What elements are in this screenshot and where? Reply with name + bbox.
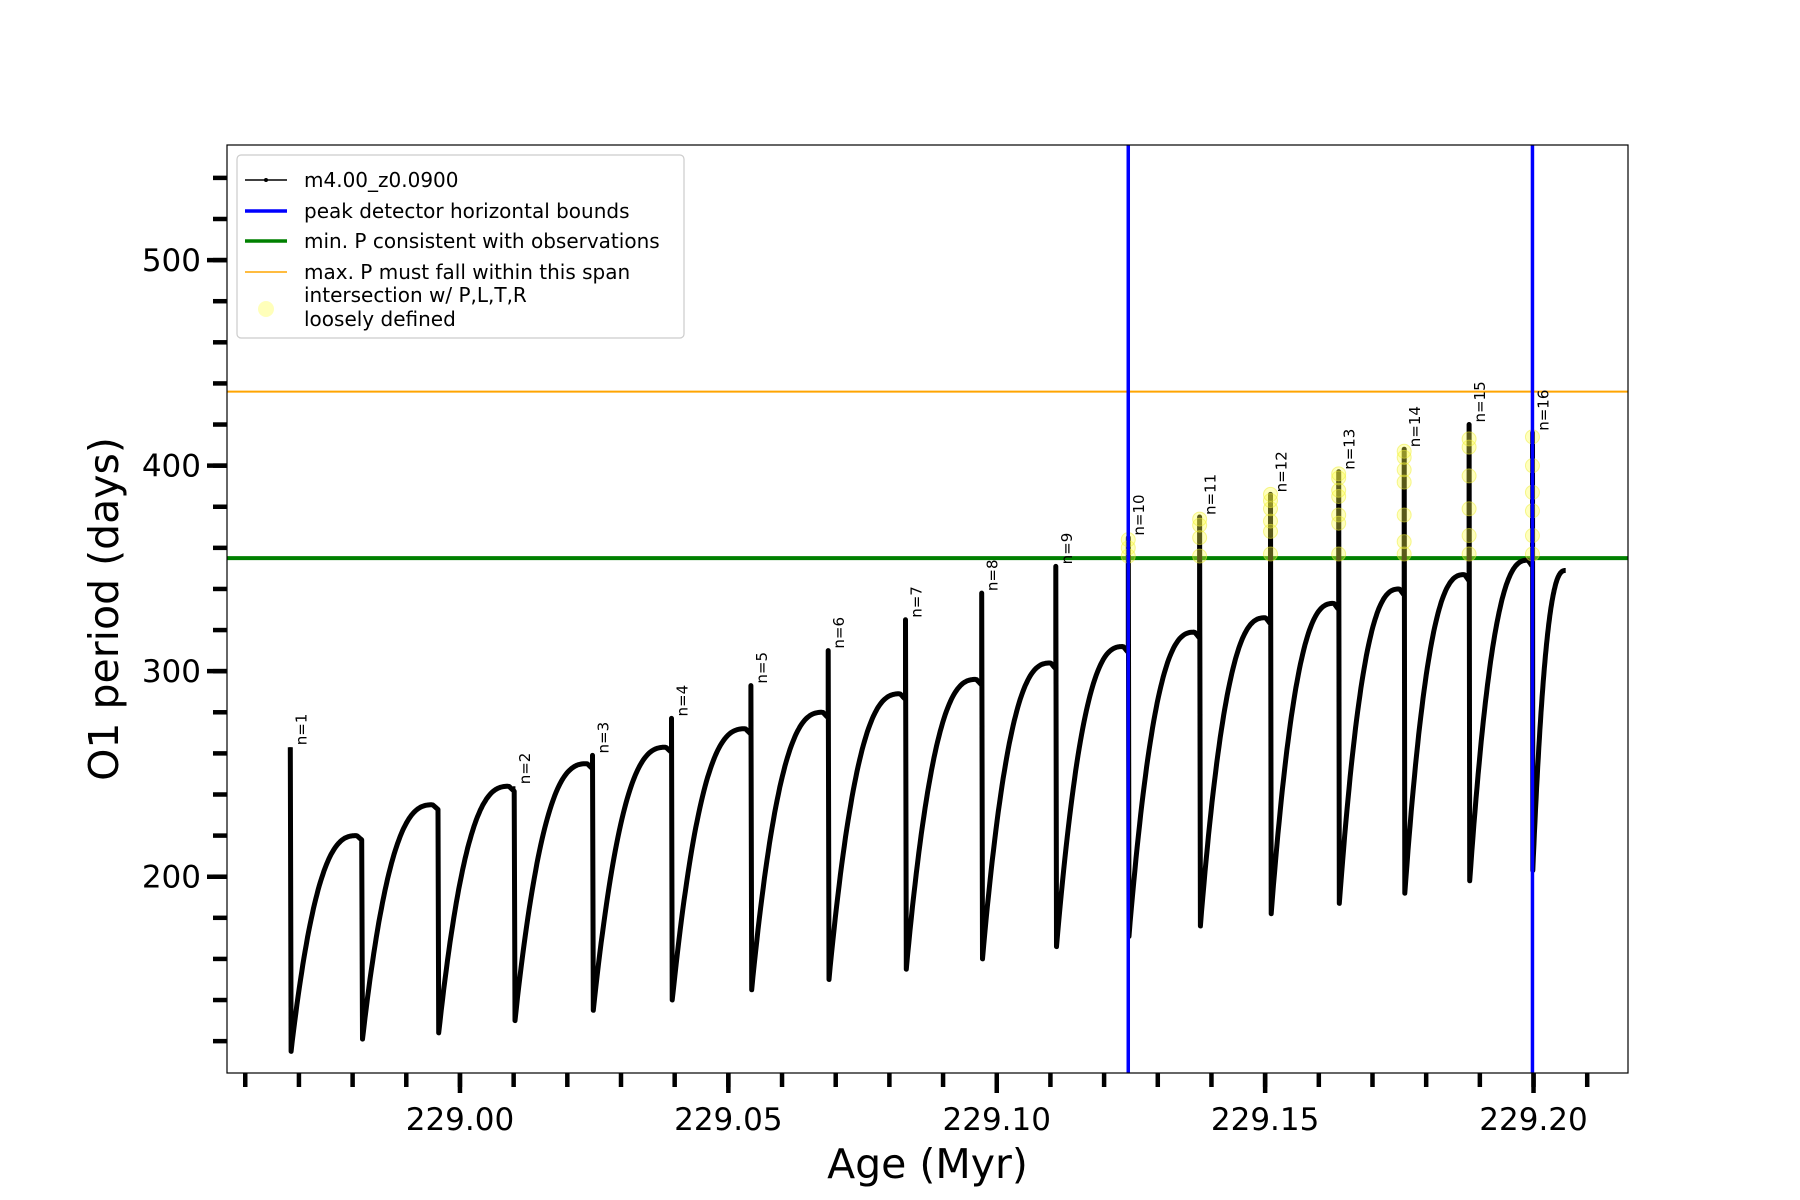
intersection-marker	[1396, 443, 1412, 459]
peak-label: n=9	[1058, 533, 1076, 565]
legend-entry: peak detector horizontal bounds	[245, 199, 630, 223]
peak-label: n=10	[1130, 494, 1148, 535]
plot-area: n=1 n=2 n=3 n=4 n=5 n=6 n=7 n=8 n=9 n=10 n=11 n=12 n…	[227, 145, 1628, 1073]
intersection-marker	[1461, 431, 1477, 447]
peak-label: n=1	[292, 714, 310, 746]
legend-box	[236, 154, 685, 339]
legend-circle-icon	[258, 301, 274, 317]
legend-entry: max. P must fall within this span	[245, 260, 630, 284]
legend-entry: intersection w/ P,L,T,R loosely defined	[258, 283, 527, 331]
peak-label: n=14	[1406, 406, 1424, 447]
legend-label: intersection w/ P,L,T,R loosely defined	[304, 283, 527, 331]
y-tick-label: 300	[142, 654, 201, 690]
x-axis-label: Age (Myr)	[827, 1140, 1028, 1188]
x-tick-label: 229.05	[674, 1102, 782, 1138]
legend-label-line: intersection w/ P,L,T,R	[304, 283, 527, 307]
legend-marker	[264, 178, 268, 182]
peak-label: n=8	[984, 559, 1002, 591]
intersection-marker	[1263, 546, 1279, 562]
legend-label: m4.00_z0.0900	[304, 168, 459, 192]
intersection-marker	[1331, 488, 1347, 504]
y-tick-label: 500	[142, 243, 201, 279]
intersection-marker	[1396, 462, 1412, 478]
y-tick-label: 400	[142, 449, 201, 485]
y-tick-label: 200	[142, 860, 201, 896]
x-tick-label: 229.20	[1479, 1102, 1587, 1138]
intersection-marker	[1396, 546, 1412, 562]
peak-label: n=4	[673, 685, 691, 717]
peak-label: n=7	[907, 586, 925, 618]
peak-label: n=15	[1471, 381, 1489, 422]
intersection-marker	[1461, 468, 1477, 484]
intersection-marker	[1192, 517, 1208, 533]
peak-label: n=13	[1341, 429, 1359, 470]
intersection-marker	[1396, 474, 1412, 490]
x-tick-label: 229.00	[406, 1102, 514, 1138]
intersection-marker	[1461, 501, 1477, 517]
intersection-marker	[1192, 530, 1208, 546]
intersection-marker	[1331, 507, 1347, 523]
intersection-marker	[1331, 466, 1347, 482]
legend-label: max. P must fall within this span	[304, 260, 630, 284]
y-axis-label: O1 period (days)	[80, 437, 128, 781]
legend-entry: min. P consistent with observations	[245, 229, 660, 253]
intersection-marker	[1461, 528, 1477, 544]
axes: 200 300 400 500 229.00 229.05 229.10 229.15 229.…	[80, 144, 1629, 1188]
intersection-marker	[1396, 507, 1412, 523]
peak-label: n=11	[1202, 474, 1220, 515]
peak-label: n=16	[1534, 390, 1552, 431]
intersection-marker	[1461, 439, 1477, 455]
intersection-marker	[1263, 513, 1279, 529]
plot-content	[227, 145, 1628, 1073]
peak-label: n=3	[595, 722, 613, 754]
intersection-marker	[1263, 493, 1279, 509]
intersection-marker	[1263, 523, 1279, 539]
legend-entry: m4.00_z0.0900	[245, 168, 459, 192]
intersection-marker	[1331, 482, 1347, 498]
peak-label: n=6	[830, 617, 848, 649]
intersection-marker	[1331, 470, 1347, 486]
axes-frame	[226, 144, 1629, 1074]
series-line-m4-00-z0-0900	[287, 422, 1568, 1054]
intersection-marker	[1331, 515, 1347, 531]
intersection-marker	[1461, 546, 1477, 562]
intersection-marker	[1396, 449, 1412, 465]
peak-label: n=12	[1273, 451, 1291, 492]
intersection-marker	[1263, 486, 1279, 502]
legend-label: peak detector horizontal bounds	[304, 199, 630, 223]
x-tick-label: 229.15	[1211, 1102, 1319, 1138]
intersection-marker	[1331, 546, 1347, 562]
legend-label-line: loosely defined	[304, 307, 456, 331]
intersection-marker	[1396, 534, 1412, 550]
peak-label: n=5	[753, 652, 771, 684]
intersection-marker	[1192, 511, 1208, 527]
legend-label: min. P consistent with observations	[304, 229, 660, 253]
intersection-marker	[1192, 548, 1208, 564]
x-tick-label: 229.10	[943, 1102, 1051, 1138]
peak-label: n=2	[516, 753, 534, 785]
